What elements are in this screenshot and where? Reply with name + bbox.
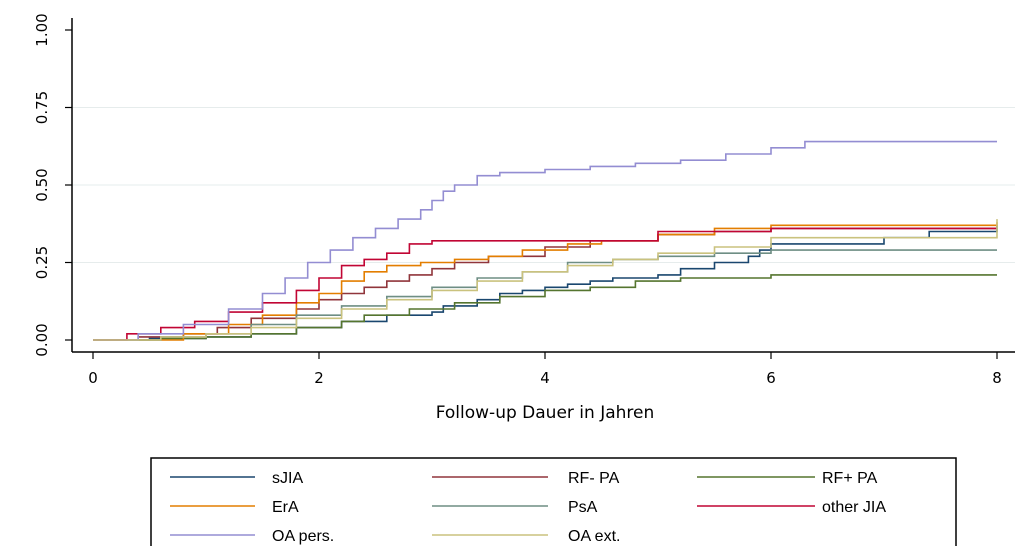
series-line-oa-pers- bbox=[93, 140, 997, 341]
legend-label: sJIA bbox=[272, 470, 303, 487]
y-tick-label: 1.00 bbox=[33, 13, 51, 46]
y-tick-label: 0.00 bbox=[33, 323, 51, 356]
legend-label: other JIA bbox=[822, 499, 886, 516]
x-tick-label: 0 bbox=[88, 369, 98, 387]
y-tick-labels: 0.00 0.25 0.50 0.75 1.00 bbox=[33, 13, 72, 357]
legend-box bbox=[150, 457, 957, 546]
series-line-rf-pa bbox=[93, 274, 997, 341]
series-layer bbox=[93, 140, 998, 341]
series-line-oa-ext- bbox=[93, 219, 998, 341]
legend-label: OA ext. bbox=[568, 528, 620, 545]
x-tick-label: 6 bbox=[766, 369, 776, 387]
x-tick-label: 2 bbox=[314, 369, 324, 387]
x-tick-label: 4 bbox=[540, 369, 550, 387]
x-axis-label: Follow-up Dauer in Jahren bbox=[436, 403, 655, 423]
legend-label: OA pers. bbox=[272, 528, 334, 545]
legend-label: ErA bbox=[272, 499, 299, 516]
legend-label: RF+ PA bbox=[822, 470, 878, 487]
y-tick-label: 0.25 bbox=[33, 246, 51, 279]
y-tick-label: 0.50 bbox=[33, 168, 51, 201]
legend-label: PsA bbox=[568, 499, 598, 516]
series-line-other-jia bbox=[93, 227, 997, 341]
y-tick-label: 0.75 bbox=[33, 91, 51, 124]
x-tick-labels: 0 2 4 6 8 bbox=[88, 352, 1002, 387]
legend-label: RF- PA bbox=[568, 470, 620, 487]
legend: sJIA RF- PA RF+ PA ErA PsA other JIA OA pers. O… bbox=[150, 457, 957, 546]
gridlines bbox=[72, 107, 1015, 263]
x-tick-label: 8 bbox=[992, 369, 1002, 387]
